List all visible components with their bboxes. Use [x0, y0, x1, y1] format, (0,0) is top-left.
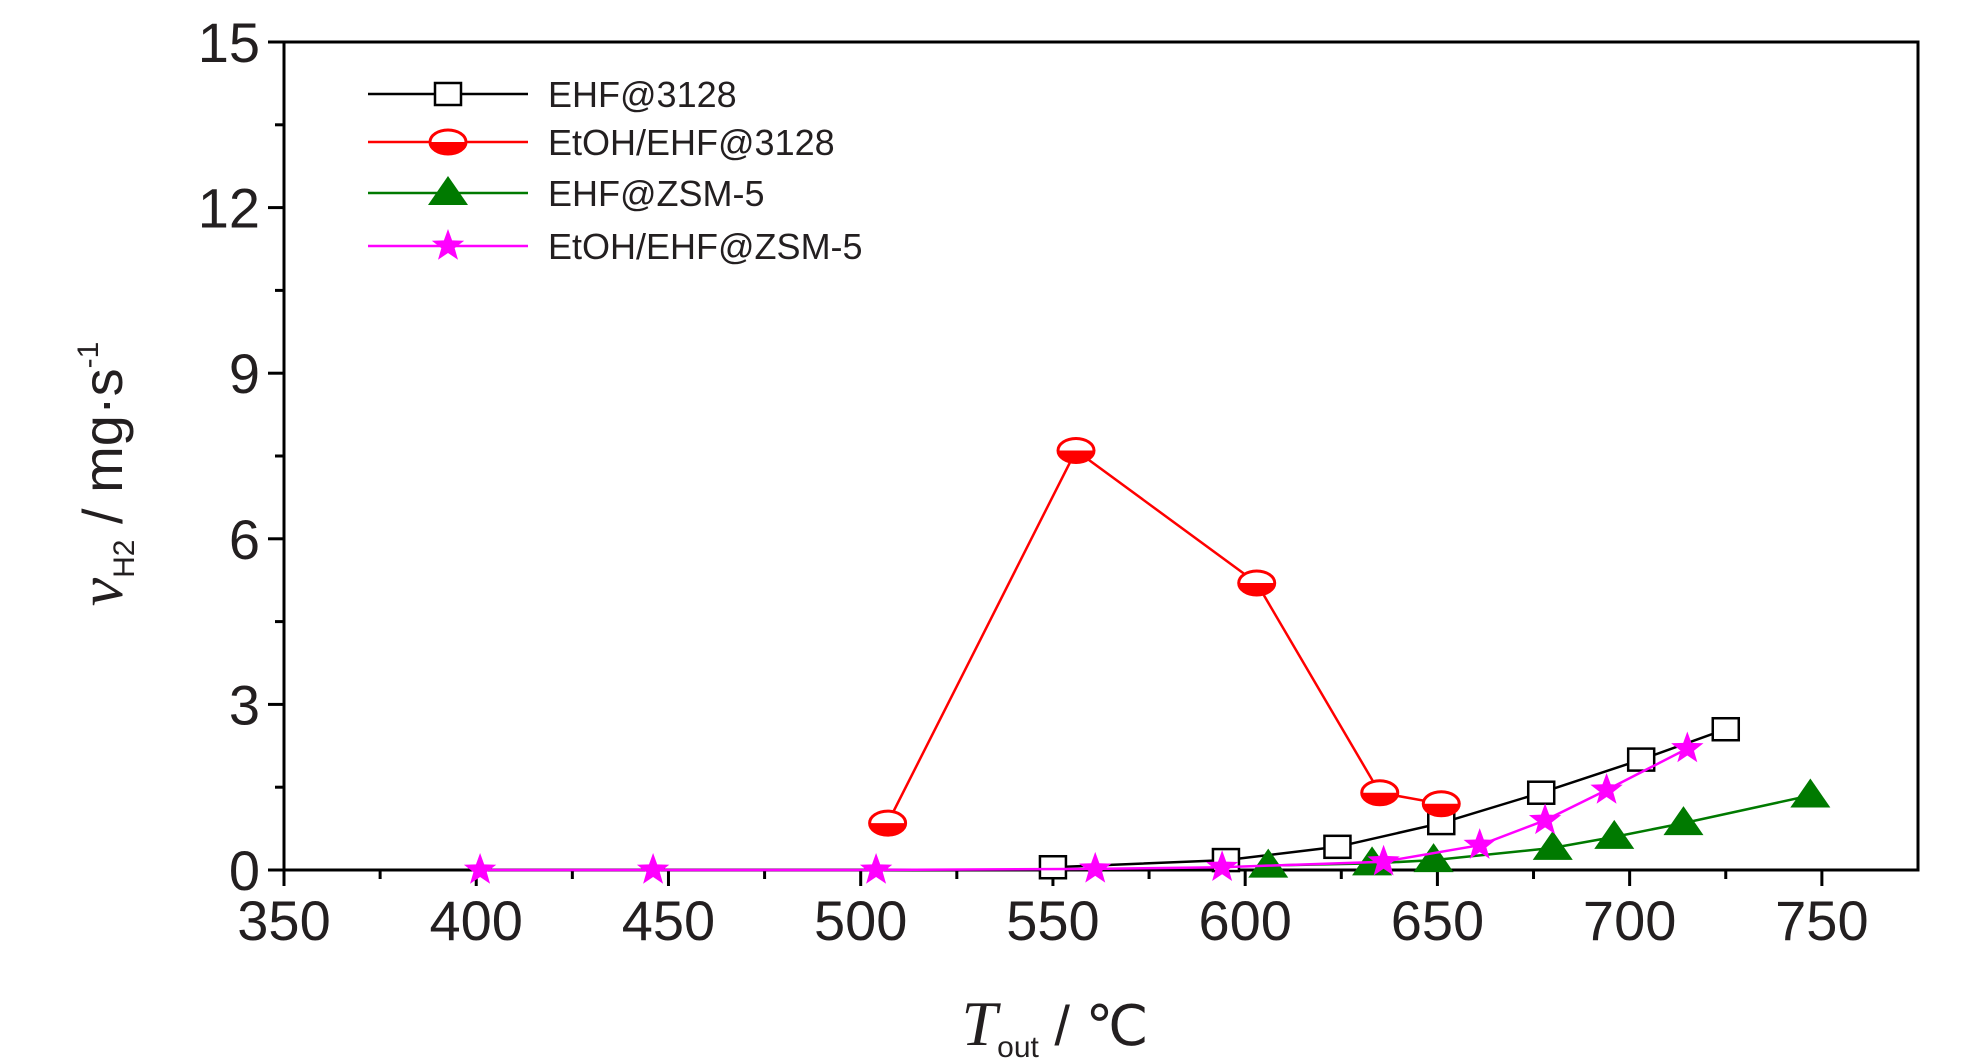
data-point-star — [1590, 772, 1623, 804]
data-point-star — [636, 853, 670, 884]
y-axis-title: vH2 / mg·s-1 — [65, 342, 141, 607]
x-tick-label: 400 — [430, 889, 523, 952]
x-tick-label: 500 — [814, 889, 907, 952]
data-point-star — [859, 853, 893, 884]
data-point-circle-fill — [1423, 803, 1460, 816]
y-axis-title-subscript: H2 — [108, 540, 141, 578]
y-tick-label: 6 — [229, 508, 260, 571]
data-point-star — [1671, 731, 1704, 763]
legend-item: EHF@ZSM-5 — [368, 173, 765, 214]
y-tick-label: 9 — [229, 342, 260, 405]
data-point-star — [1367, 844, 1400, 876]
data-point-triangle — [1248, 848, 1289, 878]
data-point-triangle — [1532, 830, 1573, 860]
data-point-triangle — [1663, 806, 1704, 836]
legend: EHF@3128 EtOH/EHF@3128 EHF@ZSM-5 EtOH/EHF@Z… — [368, 74, 863, 267]
x-axis-title: Tout / ℃ — [962, 988, 1149, 1063]
data-point-square — [1626, 747, 1656, 772]
data-point-circle-fill — [869, 823, 906, 836]
series-line — [886, 448, 1442, 824]
data-point-triangle — [1594, 819, 1635, 849]
series-group — [463, 731, 1704, 884]
data-point-circle-fill — [430, 142, 466, 154]
series-layer — [463, 436, 1831, 884]
data-point-square — [433, 81, 463, 107]
data-point-circle-fill — [1238, 582, 1275, 595]
x-tick-label: 550 — [1006, 889, 1099, 952]
data-point-circle — [428, 128, 468, 156]
x-axis-title-unit: / ℃ — [1039, 994, 1149, 1057]
data-point-triangle — [1413, 843, 1454, 873]
data-point-star — [1463, 828, 1496, 859]
y-axis-ticks: 0 3 6 9 12 15 — [198, 11, 284, 902]
series-line — [480, 747, 1688, 872]
data-point-triangle — [1790, 778, 1831, 808]
x-tick-label: 750 — [1775, 889, 1868, 952]
legend-label: EtOH/EHF@ZSM-5 — [548, 226, 863, 267]
data-point-circle — [1360, 779, 1400, 807]
plot-frame — [282, 40, 1920, 872]
legend-item: EtOH/EHF@3128 — [368, 122, 835, 163]
data-point-star — [1205, 850, 1239, 881]
y-tick-label: 0 — [229, 839, 260, 902]
x-axis-ticks: 350 400 450 500 550 600 650 700 750 — [237, 870, 1869, 952]
x-tick-label: 700 — [1583, 889, 1676, 952]
data-point-star — [1528, 803, 1562, 835]
x-axis-title-symbol: T — [962, 988, 1002, 1059]
x-tick-label: 650 — [1391, 889, 1484, 952]
data-point-triangle — [428, 176, 468, 205]
data-point-star — [431, 229, 465, 260]
x-tick-label: 350 — [237, 889, 330, 952]
x-tick-label: 600 — [1198, 889, 1291, 952]
data-point-square — [1711, 716, 1741, 742]
y-axis-title-superscript: -1 — [72, 342, 105, 369]
data-point-star — [1079, 851, 1112, 883]
x-axis-title-subscript: out — [997, 1031, 1039, 1063]
x-tick-label: 450 — [622, 889, 715, 952]
y-tick-label: 3 — [229, 673, 260, 736]
y-axis-title-symbol: v — [65, 577, 136, 606]
data-point-circle — [1237, 569, 1277, 597]
data-point-circle — [868, 809, 908, 837]
data-point-square — [1526, 780, 1556, 805]
data-point-circle — [1056, 436, 1096, 464]
data-point-star — [463, 853, 497, 884]
data-point-circle-fill — [1058, 450, 1095, 463]
y-tick-label: 12 — [198, 177, 260, 240]
y-axis-title-unit: / mg·s — [71, 368, 134, 539]
legend-label: EtOH/EHF@3128 — [548, 122, 835, 163]
y-tick-label: 15 — [198, 11, 260, 74]
legend-item: EtOH/EHF@ZSM-5 — [368, 226, 863, 267]
data-point-circle-fill — [1361, 792, 1398, 805]
series-group — [868, 436, 1461, 837]
data-point-square — [1038, 854, 1068, 880]
legend-item: EHF@3128 — [368, 74, 737, 115]
legend-label: EHF@3128 — [548, 74, 737, 115]
data-point-circle — [1421, 790, 1461, 818]
legend-label: EHF@ZSM-5 — [548, 173, 765, 214]
data-point-square — [1323, 834, 1352, 860]
